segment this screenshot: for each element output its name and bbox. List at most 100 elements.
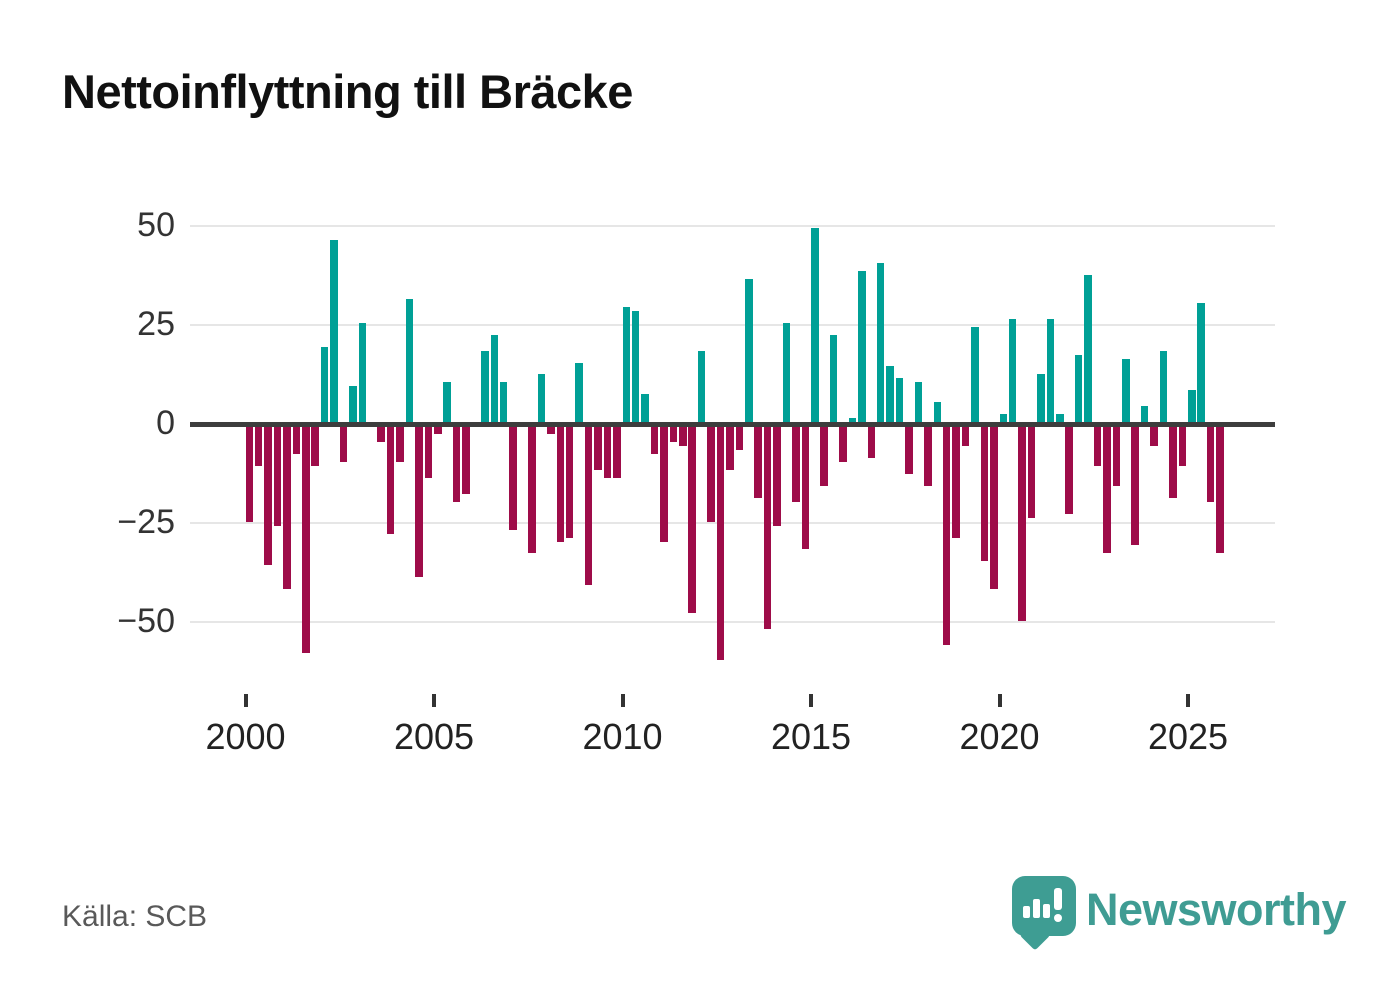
bar [971,326,979,422]
bar [1046,318,1055,422]
bar [452,426,461,502]
bar [1169,426,1177,498]
y-axis-tick-label: −50 [117,602,175,641]
bar [386,426,395,534]
bar [330,239,338,422]
bar [1112,426,1121,486]
bar [688,426,696,613]
zero-axis-line [190,421,1275,427]
bar [556,426,565,542]
bar [952,426,960,538]
x-axis-tick-label: 2025 [1147,716,1229,757]
bar [443,382,451,422]
bar [829,334,838,422]
bar [961,426,970,447]
bar [499,382,508,422]
y-axis-tick-label: 25 [137,304,175,343]
bar [1093,426,1102,467]
bar [697,350,706,422]
bar [754,426,762,498]
bar [641,394,649,422]
bar [905,426,913,475]
x-axis-tick [432,694,436,707]
bar [980,426,989,562]
bar [1178,426,1187,467]
page-title: Nettoinflyttning till Bräcke [62,65,633,118]
bar [763,426,772,629]
x-axis-tick-label: 2005 [393,716,475,757]
bar [537,374,546,422]
bar [509,426,517,530]
bar [1084,275,1092,422]
bar [1131,426,1139,546]
gridline [190,224,1275,227]
bar [1122,358,1130,422]
bar [792,426,800,502]
bar [1027,426,1036,518]
bar [1065,426,1073,514]
x-axis-tick-label: 2015 [770,716,852,757]
bar [584,426,593,586]
bar [886,366,894,422]
x-axis-tick-label: 2000 [205,716,286,757]
bar [858,271,866,422]
bar [933,402,942,422]
bar [245,426,253,522]
bar [679,426,687,447]
bar [990,426,998,590]
bar [565,426,574,538]
bar [575,362,583,422]
logo-barchart-icon [1033,899,1040,918]
bar [613,426,621,479]
logo-barchart-icon [1043,904,1050,918]
bar [1074,354,1083,422]
source-note: Källa: SCB [62,900,208,933]
gridline [190,621,1275,624]
bar [481,350,489,422]
brand-wordmark: Newsworthy [1086,884,1347,935]
bar [716,426,725,661]
bar [547,426,555,435]
logo-exclamation-icon [1054,914,1062,922]
bar [650,426,659,455]
bar [999,414,1007,422]
bar [424,426,433,479]
bar [631,310,640,422]
x-axis-tick [809,694,813,707]
bar [914,382,923,422]
gridline [190,323,1275,326]
bar [462,426,470,494]
bar [283,426,291,590]
x-axis-tick [243,694,248,707]
bar [876,263,885,422]
bar [811,227,819,422]
bar [377,426,385,443]
bar [1216,426,1224,554]
bar [848,418,857,422]
bar [405,299,414,422]
bar [895,378,904,422]
bar [1159,350,1168,422]
bar [669,426,678,443]
x-axis-tick [997,694,1002,707]
y-axis-tick-label: 0 [156,404,175,442]
bar [1008,318,1017,422]
bar [942,426,951,645]
bar [1150,426,1158,447]
bar [1018,426,1026,621]
bar [867,426,876,459]
bar [1188,390,1196,422]
x-axis-tick [1186,694,1190,707]
bar [1197,303,1205,422]
logo-exclamation-icon [1054,888,1062,910]
bar [603,426,612,479]
bar [434,426,442,435]
bar [264,426,272,566]
bar [773,426,781,526]
bar [782,322,791,422]
bar [622,306,630,422]
bar [415,426,423,578]
y-axis-tick-label: −25 [117,503,175,542]
bar [396,426,404,463]
